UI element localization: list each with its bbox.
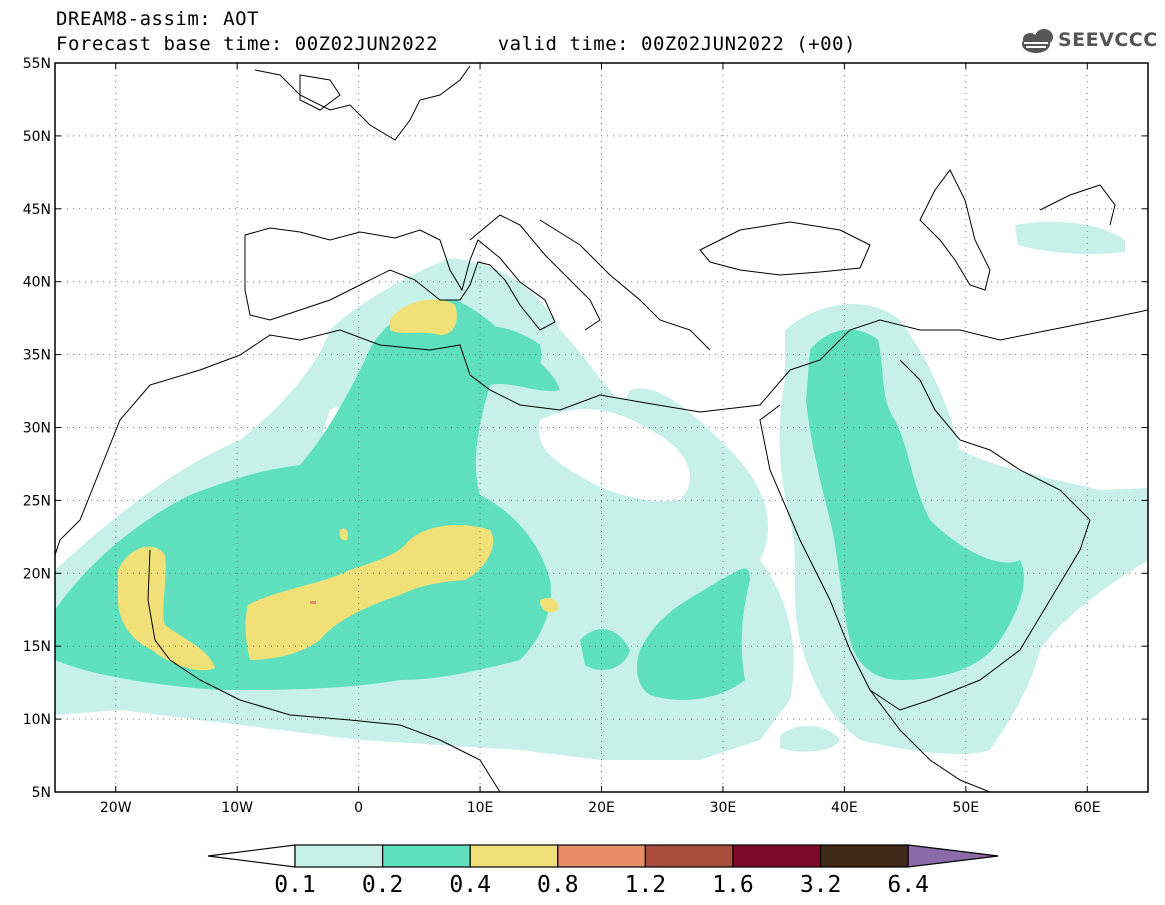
lat-tick-label: 45N	[23, 202, 51, 218]
lon-tick-label: 10E	[467, 800, 494, 816]
lon-tick-label: 30E	[710, 800, 737, 816]
axis-ticks	[55, 62, 1148, 793]
lat-tick-label: 55N	[23, 56, 51, 72]
colorbar-swatch	[644, 844, 734, 868]
lat-tick-label: 25N	[23, 493, 51, 509]
colorbar-swatch	[382, 844, 471, 868]
colorbar-label: 0.1	[274, 872, 316, 898]
colorbar-label: 3.2	[799, 872, 842, 898]
lat-tick-label: 5N	[32, 785, 51, 801]
colorbar-label: 0.8	[537, 872, 579, 898]
lon-tick-label: 40E	[831, 800, 858, 816]
lat-tick-label: 15N	[23, 639, 51, 655]
map-title: DREAM8-assim: AOT	[56, 8, 259, 30]
colorbar-arrow-high	[907, 844, 999, 868]
lat-tick-label: 35N	[23, 348, 51, 364]
forecast-time-label: Forecast base time: 00Z02JUN2022 valid t…	[56, 33, 856, 55]
latitude-labels: 55N 50N 45N 40N 35N 30N 25N 20N 15N 10N 5N	[23, 56, 51, 801]
colorbar-swatch	[819, 844, 909, 868]
lon-tick-label: 10W	[221, 800, 253, 816]
lon-tick-label: 20W	[100, 800, 132, 816]
colorbar-label: 0.4	[449, 872, 491, 898]
logo-text: SEEVCCC	[1058, 29, 1158, 51]
aot-field	[55, 221, 1148, 760]
lat-tick-label: 50N	[23, 129, 51, 145]
lat-tick-label: 10N	[23, 712, 51, 728]
lon-tick-label: 50E	[952, 800, 979, 816]
longitude-labels: 20W 10W 0 10E 20E 30E 40E 50E 60E	[100, 800, 1101, 816]
colorbar-label: 0.2	[361, 872, 404, 898]
colorbar-arrow-low	[207, 844, 296, 868]
lon-tick-label: 60E	[1074, 800, 1101, 816]
colorbar	[207, 844, 999, 868]
lat-tick-label: 20N	[23, 566, 51, 582]
colorbar-swatch	[557, 844, 646, 868]
lon-tick-label: 20E	[588, 800, 615, 816]
aot-level-0.8	[310, 601, 316, 604]
graticule	[55, 63, 1148, 792]
aot-level-0.2	[55, 300, 1024, 700]
lat-tick-label: 30N	[23, 421, 51, 437]
aot-level-0.4	[118, 299, 559, 671]
colorbar-swatch	[294, 844, 384, 868]
lon-tick-label: 0	[354, 800, 363, 816]
lat-tick-label: 40N	[23, 275, 51, 291]
colorbar-swatch	[732, 844, 822, 868]
colorbar-label: 1.6	[712, 872, 754, 898]
colorbar-label: 6.4	[887, 872, 929, 898]
colorbar-swatch	[469, 844, 559, 868]
cloud-icon	[1022, 29, 1053, 53]
colorbar-label: 1.2	[624, 872, 667, 898]
coastlines	[55, 65, 1148, 792]
